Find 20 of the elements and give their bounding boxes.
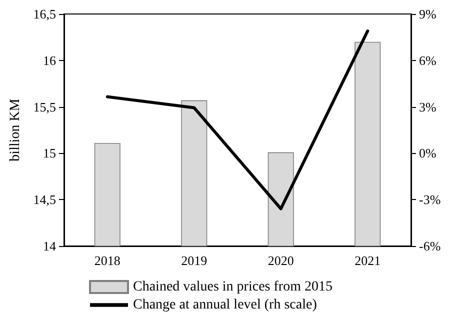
y-tick-label: 14,5 [33,192,56,208]
y-tick-label: 16,5 [33,6,56,22]
y-tick-label: 15 [43,146,56,161]
y2-tick-label: 6% [419,52,436,68]
y-tick-label: 14 [43,238,56,254]
y2-tick-label: 9% [419,6,436,22]
legend-label: Chained values in prices from 2015 [133,280,332,294]
line-series [106,30,370,210]
y2-tick-label: 3% [419,99,436,114]
y2-tick-label: -6% [419,238,441,254]
legend-label: Change at annual level (rh scale) [133,298,318,312]
x-tick-label: 2021 [354,253,381,268]
y-axis-title: billion KM [8,98,23,162]
x-tick-label: 2018 [94,253,120,268]
x-tick-label: 2019 [181,253,208,268]
y-tick-label: 16 [43,52,56,68]
y2-tick-label: -3% [419,192,441,208]
y2-tick-label: 0% [419,146,436,161]
y-tick-label: 15,5 [33,99,56,114]
x-tick-label: 2020 [268,253,294,268]
